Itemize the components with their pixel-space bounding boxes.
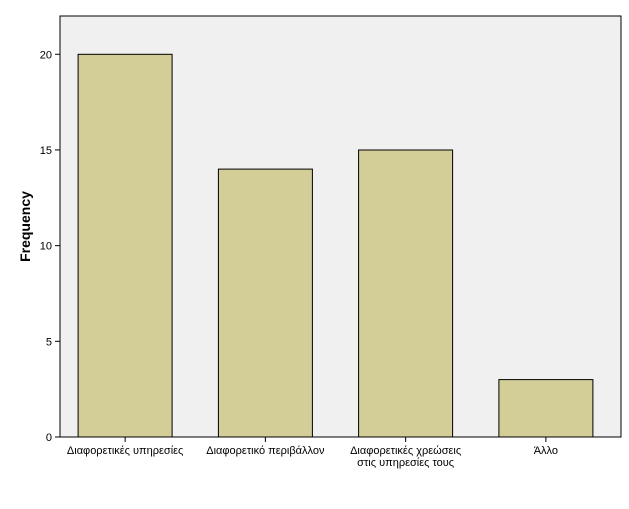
bar-3 [358, 149, 454, 438]
y-ticks-layer: 0 5 10 15 20 [40, 49, 60, 444]
axes-layer [59, 16, 621, 438]
y-axis-title: Frequency [17, 191, 33, 262]
x-category-label: Διαφορετικές χρεώσεις στις υπηρεσίες τους [350, 445, 461, 469]
bar-1 [77, 53, 173, 438]
y-tick-label: 0 [46, 432, 52, 444]
x-categories-layer: Διαφορετικές υπηρεσίες Διαφορετικό περιβά… [67, 437, 558, 469]
x-category-label: Άλλο [534, 445, 558, 457]
x-category-label: Διαφορετικό περιβάλλον [206, 445, 325, 457]
y-tick-label: 5 [46, 336, 52, 348]
y-tick-label: 10 [40, 241, 52, 253]
y-tick-label: 20 [40, 49, 52, 61]
bars-layer [77, 53, 594, 438]
y-tick-label: 15 [40, 145, 52, 157]
x-category-label: Διαφορετικές υπηρεσίες [67, 445, 183, 457]
bar-2 [217, 168, 313, 438]
bar-4 [498, 379, 594, 438]
